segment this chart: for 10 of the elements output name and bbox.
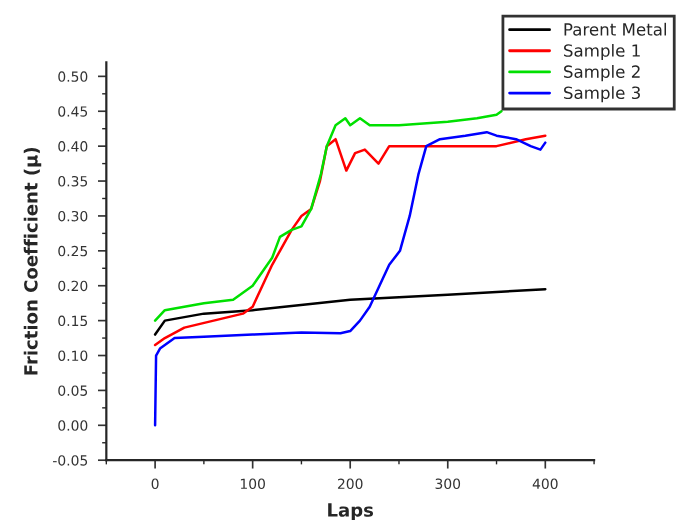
legend-label: Parent Metal <box>564 22 667 36</box>
line-series <box>153 130 547 427</box>
legend-label: Sample 3 <box>564 86 640 103</box>
legend-label: Sample 1 <box>564 43 640 61</box>
line-series <box>153 110 503 322</box>
x-axis-title: Laps <box>328 503 374 520</box>
legend-label: Sample 2 <box>564 65 640 82</box>
y-axis-title: Friction Coefficient (µ) <box>23 147 42 375</box>
line-series <box>153 134 547 347</box>
line-series <box>153 287 547 336</box>
